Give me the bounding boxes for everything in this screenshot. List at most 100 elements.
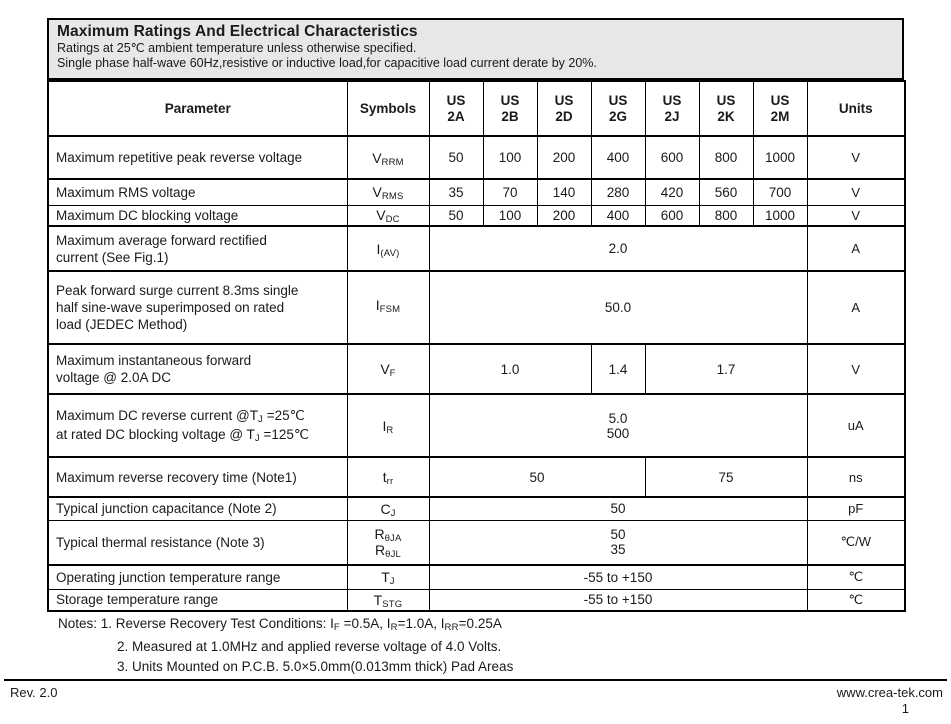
section-subtitle-2: Single phase half-wave 60Hz,resistive or…	[57, 55, 597, 70]
value-cell: 600	[644, 204, 700, 227]
symbol-cell: TSTG	[346, 588, 430, 612]
unit-cell: V	[806, 204, 906, 227]
col-header-us2g: US 2G	[590, 80, 646, 137]
param-cell: Typical thermal resistance (Note 3)	[47, 519, 348, 566]
value-cell: 50	[428, 204, 484, 227]
value-cell-span: 75	[644, 456, 808, 498]
symbol-cell: trr	[346, 456, 430, 498]
website-link[interactable]: www.crea-tek.com	[836, 685, 943, 700]
value-cell: 800	[698, 204, 754, 227]
col-header-us2b: US 2B	[482, 80, 538, 137]
value-cell-span: 1.7	[644, 343, 808, 395]
table-row-ir: Maximum DC reverse current @TJ =25℃ at r…	[47, 393, 906, 458]
symbol-cell: VRMS	[346, 178, 430, 206]
param-cell: Maximum repetitive peak reverse voltage	[47, 135, 348, 180]
param-cell: Maximum RMS voltage	[47, 178, 348, 206]
value-cell-span: -55 to +150	[428, 588, 808, 612]
table-row-vrms: Maximum RMS voltage VRMS 35 70 140 280 4…	[47, 178, 906, 206]
param-cell: Storage temperature range	[47, 588, 348, 612]
table-row-tstg: Storage temperature range TSTG -55 to +1…	[47, 588, 906, 612]
unit-cell: ℃	[806, 564, 906, 590]
value-cell: 200	[536, 204, 592, 227]
table-row-trr: Maximum reverse recovery time (Note1) tr…	[47, 456, 906, 498]
col-header-us2j: US 2J	[644, 80, 700, 137]
symbol-cell: RθJA RθJL	[346, 519, 430, 566]
col-header-parameter: Parameter	[47, 80, 348, 137]
note-1: Notes: 1. Reverse Recovery Test Conditio…	[58, 616, 502, 633]
value-cell: 1000	[752, 204, 808, 227]
section-title: Maximum Ratings And Electrical Character…	[57, 23, 418, 40]
unit-cell: V	[806, 343, 906, 395]
value-cell: 800	[698, 135, 754, 180]
param-cell: Maximum average forward rectified current…	[47, 225, 348, 272]
value-cell-span: -55 to +150	[428, 564, 808, 590]
unit-cell: pF	[806, 496, 906, 521]
table-row-vdc: Maximum DC blocking voltage VDC 50 100 2…	[47, 204, 906, 227]
unit-cell: V	[806, 135, 906, 180]
table-row-vrrm: Maximum repetitive peak reverse voltage …	[47, 135, 906, 180]
value-cell: 1.4	[590, 343, 646, 395]
value-cell: 600	[644, 135, 700, 180]
value-cell: 140	[536, 178, 592, 206]
table-row-rtheta: Typical thermal resistance (Note 3) RθJA…	[47, 519, 906, 566]
param-cell: Maximum DC blocking voltage	[47, 204, 348, 227]
table-row-vf: Maximum instantaneous forward voltage @ 2…	[47, 343, 906, 395]
value-cell-span: 5.0 500	[428, 393, 808, 458]
symbol-cell: VF	[346, 343, 430, 395]
param-cell: Typical junction capacitance (Note 2)	[47, 496, 348, 521]
col-header-units: Units	[806, 80, 906, 137]
value-cell-span: 1.0	[428, 343, 592, 395]
unit-cell: A	[806, 225, 906, 272]
table-row-ifsm: Peak forward surge current 8.3ms single h…	[47, 270, 906, 345]
value-cell-span: 50	[428, 496, 808, 521]
value-cell: 100	[482, 204, 538, 227]
value-cell: 70	[482, 178, 538, 206]
symbol-cell: VRRM	[346, 135, 430, 180]
col-header-us2d: US 2D	[536, 80, 592, 137]
table-row-cj: Typical junction capacitance (Note 2) CJ…	[47, 496, 906, 521]
revision-label: Rev. 2.0	[10, 685, 58, 700]
col-header-symbols: Symbols	[346, 80, 430, 137]
table-header-row: Parameter Symbols US 2A US 2B US 2D US 2G US…	[47, 80, 906, 137]
table-row-tj: Operating junction temperature range TJ …	[47, 564, 906, 590]
value-cell: 280	[590, 178, 646, 206]
unit-cell: ns	[806, 456, 906, 498]
value-cell: 560	[698, 178, 754, 206]
unit-cell: uA	[806, 393, 906, 458]
unit-cell: ℃/W	[806, 519, 906, 566]
value-cell: 420	[644, 178, 700, 206]
unit-cell: V	[806, 178, 906, 206]
param-cell: Maximum reverse recovery time (Note1)	[47, 456, 348, 498]
param-cell: Maximum DC reverse current @TJ =25℃ at r…	[47, 393, 348, 458]
unit-cell: ℃	[806, 588, 906, 612]
symbol-cell: TJ	[346, 564, 430, 590]
col-header-us2k: US 2K	[698, 80, 754, 137]
param-cell: Operating junction temperature range	[47, 564, 348, 590]
note-3: 3. Units Mounted on P.C.B. 5.0×5.0mm(0.0…	[117, 659, 514, 674]
value-cell-span: 50.0	[428, 270, 808, 345]
symbol-cell: IR	[346, 393, 430, 458]
value-cell: 100	[482, 135, 538, 180]
symbol-cell: CJ	[346, 496, 430, 521]
footer-divider	[4, 679, 947, 681]
note-2: 2. Measured at 1.0MHz and applied revers…	[117, 638, 502, 654]
col-header-us2m: US 2M	[752, 80, 808, 137]
section-subtitle-1: Ratings at 25℃ ambient temperature unles…	[57, 41, 417, 55]
symbol-cell: IFSM	[346, 270, 430, 345]
value-cell: 400	[590, 135, 646, 180]
page-number: 1	[901, 701, 909, 716]
value-cell: 200	[536, 135, 592, 180]
unit-cell: A	[806, 270, 906, 345]
param-cell: Peak forward surge current 8.3ms single h…	[47, 270, 348, 345]
value-cell-span: 50	[428, 456, 646, 498]
value-cell-span: 50 35	[428, 519, 808, 566]
value-cell: 50	[428, 135, 484, 180]
table-row-iav: Maximum average forward rectified current…	[47, 225, 906, 272]
notes-block: Notes: 1. Reverse Recovery Test Conditio…	[58, 614, 513, 678]
value-cell: 35	[428, 178, 484, 206]
col-header-us2a: US 2A	[428, 80, 484, 137]
value-cell-span: 2.0	[428, 225, 808, 272]
value-cell: 1000	[752, 135, 808, 180]
ratings-table: Parameter Symbols US 2A US 2B US 2D US 2G US…	[47, 80, 906, 612]
